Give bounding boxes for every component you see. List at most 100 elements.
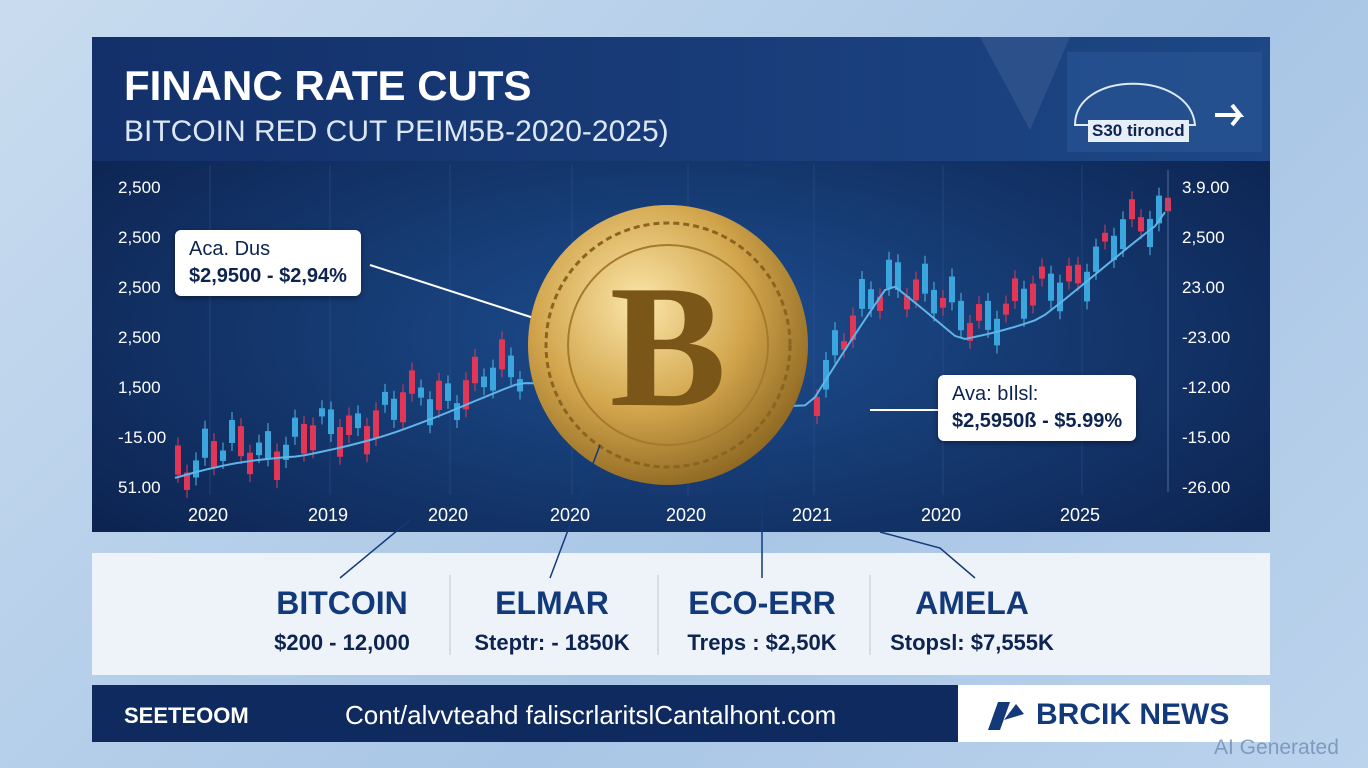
- y2-label: -12.00: [1182, 378, 1231, 397]
- candle: [1048, 273, 1054, 301]
- candle: [877, 296, 883, 311]
- y-label: -15.00: [118, 428, 167, 447]
- candle: [1129, 199, 1135, 220]
- stat-value: Steptr: - 1850K: [474, 630, 630, 655]
- leader-line: [369, 264, 541, 321]
- candle: [922, 263, 928, 294]
- candle: [481, 376, 487, 388]
- candle: [1093, 246, 1099, 272]
- candle: [409, 370, 415, 394]
- stat-value: Treps : $2,50K: [687, 630, 837, 655]
- coin-ring: [544, 221, 792, 469]
- x-label: 2025: [1060, 505, 1101, 525]
- coin: [528, 205, 808, 485]
- candle: [229, 419, 235, 444]
- candle: [1012, 278, 1018, 301]
- y-label: 2,500: [118, 278, 161, 297]
- candle: [1021, 288, 1027, 319]
- candle: [967, 323, 973, 341]
- header-shape: [980, 37, 1070, 130]
- stat: ELMAR Steptr: - 1850K: [447, 585, 657, 656]
- candle: [328, 409, 334, 435]
- candle: [256, 442, 262, 456]
- candle: [418, 387, 424, 398]
- candle: [1147, 218, 1153, 248]
- candle: [913, 279, 919, 301]
- brand: BRCIK NEWS: [1036, 698, 1230, 731]
- stat: AMELA Stopsl: $7,555K: [867, 585, 1077, 656]
- y2-label: 3.9.00: [1182, 178, 1230, 197]
- x-label: 2020: [921, 505, 962, 525]
- candle: [184, 472, 190, 490]
- candle: [373, 410, 379, 438]
- x-label: 2019: [308, 505, 349, 525]
- y-label: 1,500: [118, 378, 161, 397]
- candle: [202, 428, 208, 458]
- candle: [940, 297, 946, 308]
- candle: [427, 399, 433, 426]
- candle: [1120, 219, 1126, 250]
- candle: [886, 259, 892, 288]
- candle: [1003, 303, 1009, 315]
- candle: [841, 341, 847, 350]
- title: FINANC RATE CUTS: [124, 62, 532, 109]
- badge: S30 tironcd: [1088, 120, 1189, 142]
- candle: [1039, 266, 1045, 279]
- candle: [1084, 271, 1090, 302]
- coin-inner: [567, 244, 769, 446]
- y-label: 2,500: [118, 178, 161, 197]
- callout-value: $2,9500 - $2,94%: [189, 265, 347, 287]
- stat: BITCOIN $200 - 12,000: [237, 585, 447, 656]
- x-label: 2020: [428, 505, 469, 525]
- candle: [490, 367, 496, 391]
- candle: [499, 339, 505, 370]
- candle: [895, 262, 901, 290]
- subtitle: BITCOIN RED CUT PEIM5B-2020-2025): [124, 115, 669, 148]
- candle: [382, 391, 388, 405]
- candle: [337, 427, 343, 457]
- callout-value: $2,5950ß - $5.99%: [952, 410, 1123, 432]
- candle: [859, 278, 865, 309]
- candle: [517, 379, 523, 392]
- pointer: [549, 444, 601, 579]
- candle: [319, 408, 325, 417]
- stat-value: Stopsl: $7,555K: [890, 630, 1054, 655]
- candle: [1066, 265, 1072, 282]
- stat-name: BITCOIN: [276, 585, 408, 621]
- stat-value: $200 - 12,000: [274, 630, 410, 655]
- x-label: 2020: [666, 505, 707, 525]
- candle: [346, 415, 352, 436]
- candle: [850, 315, 856, 340]
- footer-left: SEETEOOM: [124, 703, 249, 728]
- brand-logo: [988, 702, 1024, 730]
- candle: [949, 276, 955, 303]
- y2-label: -26.00: [1182, 478, 1231, 497]
- y2-label: 23.00: [1182, 278, 1225, 297]
- coin-symbol: B: [610, 249, 727, 443]
- candle: [301, 423, 307, 454]
- y2-label: -23.00: [1182, 328, 1231, 347]
- y2-label: -15.00: [1182, 428, 1231, 447]
- candle: [985, 300, 991, 330]
- candle: [958, 300, 964, 331]
- candle: [175, 445, 181, 475]
- candle: [274, 451, 280, 481]
- x-label: 2020: [188, 505, 229, 525]
- candle: [1102, 232, 1108, 242]
- badge-icon: [1073, 82, 1197, 126]
- candle: [211, 441, 217, 468]
- callout-label: Aca. Dus: [189, 238, 271, 260]
- candle: [220, 450, 226, 461]
- candle: [1111, 235, 1117, 261]
- watermark: AI Generated: [1214, 736, 1339, 759]
- callout: Aca. Dus $2,9500 - $2,94%: [175, 230, 361, 296]
- candle: [976, 304, 982, 321]
- candle: [265, 431, 271, 459]
- stat: ECO-ERR Treps : $2,50K: [657, 585, 867, 656]
- candle: [1138, 217, 1144, 232]
- callout: Ava: bIlsl: $2,5950ß - $5.99%: [938, 375, 1137, 441]
- candle: [436, 380, 442, 410]
- x-label: 2020: [550, 505, 591, 525]
- callout-label: Ava: bIlsl:: [952, 383, 1039, 405]
